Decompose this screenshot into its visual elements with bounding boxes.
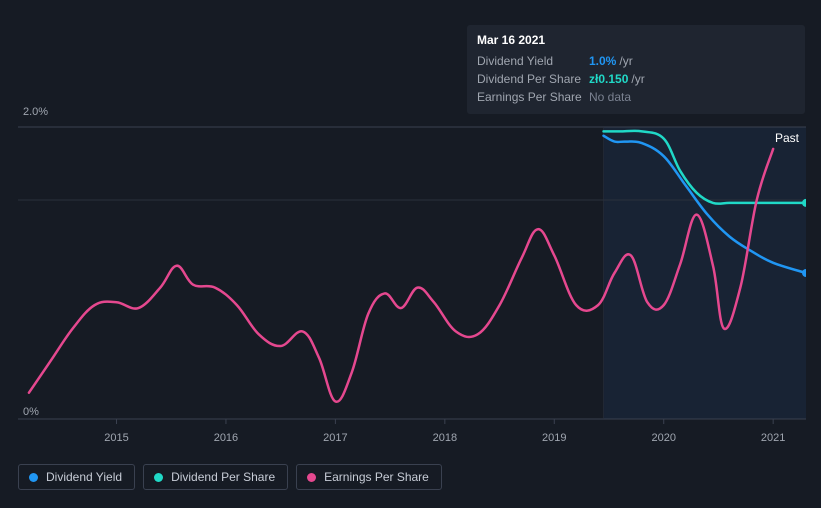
x-tick: 2019	[542, 432, 566, 444]
tooltip-row: Dividend Yield1.0%/yr	[477, 52, 795, 70]
x-tick: 2020	[651, 432, 675, 444]
tooltip-row-unit: /yr	[631, 70, 644, 88]
legend-item-dividend-yield[interactable]: Dividend Yield	[18, 464, 135, 490]
x-axis: 2015 2016 2017 2018 2019 2020 2021	[18, 432, 806, 448]
legend-item-earnings-per-share[interactable]: Earnings Per Share	[296, 464, 442, 490]
tooltip-row-label: Earnings Per Share	[477, 88, 589, 106]
legend-item-dividend-per-share[interactable]: Dividend Per Share	[143, 464, 288, 490]
tooltip-date: Mar 16 2021	[477, 31, 795, 49]
tooltip-row-value: No data	[589, 88, 631, 106]
x-tick: 2017	[323, 432, 347, 444]
x-tick: 2016	[214, 432, 238, 444]
legend-label: Dividend Per Share	[171, 470, 275, 484]
legend-dot	[154, 473, 163, 482]
legend-label: Earnings Per Share	[324, 470, 429, 484]
tooltip-row-unit: /yr	[619, 52, 632, 70]
legend-dot	[29, 473, 38, 482]
tooltip-row: Earnings Per ShareNo data	[477, 88, 795, 106]
chart-area[interactable]	[18, 105, 806, 425]
x-tick: 2021	[761, 432, 785, 444]
legend-dot	[307, 473, 316, 482]
legend-label: Dividend Yield	[46, 470, 122, 484]
tooltip-row-label: Dividend Per Share	[477, 70, 589, 88]
x-tick: 2015	[104, 432, 128, 444]
tooltip-row-label: Dividend Yield	[477, 52, 589, 70]
legend: Dividend Yield Dividend Per Share Earnings…	[18, 464, 442, 490]
tooltip-row-value: 1.0%	[589, 52, 616, 70]
chart-tooltip: Mar 16 2021 Dividend Yield1.0%/yrDividen…	[467, 25, 805, 114]
x-tick: 2018	[433, 432, 457, 444]
past-label: Past	[775, 131, 799, 145]
tooltip-row: Dividend Per Sharezł0.150/yr	[477, 70, 795, 88]
chart-svg	[18, 105, 806, 425]
tooltip-row-value: zł0.150	[589, 70, 628, 88]
